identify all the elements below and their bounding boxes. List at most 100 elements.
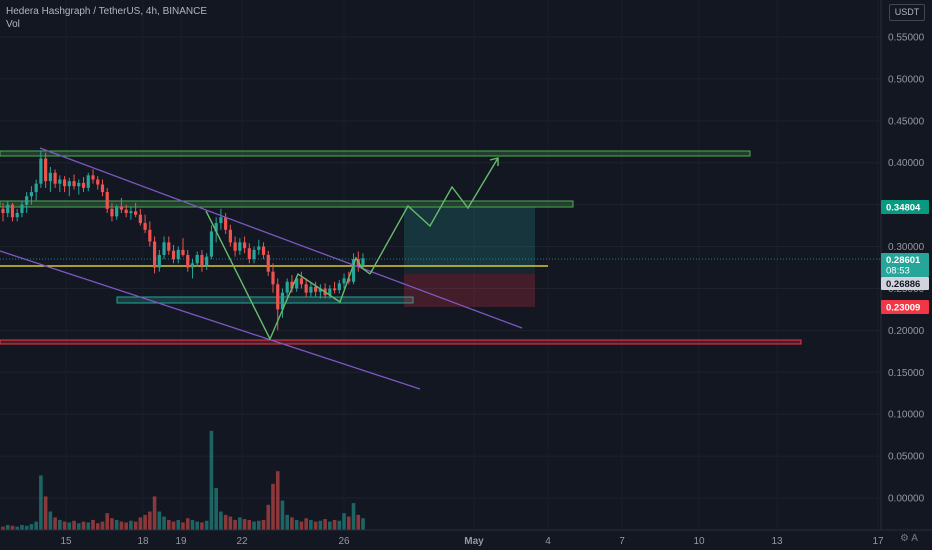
volume-bar — [309, 519, 313, 530]
volume-bar — [337, 520, 342, 530]
drawing-layer-back — [0, 150, 802, 345]
volume-bar — [328, 521, 332, 530]
candlestick — [77, 179, 81, 195]
candlestick — [252, 246, 256, 264]
projection-path[interactable] — [369, 157, 499, 275]
volume-bar — [361, 518, 365, 530]
time-tick-label: May — [464, 536, 484, 547]
volume-bar — [176, 519, 181, 530]
time-tick-label: 22 — [236, 536, 248, 547]
candlestick — [332, 281, 337, 294]
target-price-label: 0.34804 — [886, 203, 921, 214]
volume-bar — [204, 520, 209, 530]
volume-bar — [39, 475, 43, 530]
candlestick — [261, 242, 266, 260]
candlestick — [72, 174, 76, 190]
candlestick — [96, 176, 100, 190]
candlestick — [176, 246, 180, 264]
volume-bar — [72, 520, 76, 530]
time-axis[interactable]: 15 18 19 22 26 May 4 7 10 13 17 — [0, 529, 932, 547]
time-tick-label: 13 — [771, 536, 783, 547]
volume-bar — [318, 520, 323, 530]
candlestick — [171, 244, 176, 264]
position-profit-zone[interactable] — [404, 207, 535, 266]
support-zone[interactable] — [116, 296, 414, 304]
volume-bars — [1, 430, 365, 530]
major-support-line[interactable] — [0, 339, 802, 345]
time-tick-label: 17 — [872, 536, 884, 547]
candlestick — [337, 280, 341, 294]
candlestick — [1, 202, 5, 222]
last-price-label: 0.28601 — [886, 255, 921, 266]
candlestick — [157, 249, 161, 272]
candlestick — [53, 169, 57, 188]
candlestick — [195, 251, 199, 267]
candlestick — [115, 204, 119, 220]
volume-bar — [266, 504, 271, 530]
candlestick — [186, 249, 190, 272]
volume-bar — [171, 521, 176, 530]
candlestick — [124, 204, 128, 218]
position-entry-mid — [404, 266, 535, 274]
candlestick — [361, 253, 365, 269]
volume-bar — [143, 514, 147, 530]
candlestick — [314, 281, 318, 297]
volume-bar — [86, 522, 91, 530]
volume-bar — [48, 511, 53, 530]
volume-bar — [223, 514, 228, 530]
volume-bar — [34, 521, 38, 530]
candlestick — [304, 278, 308, 297]
volume-bar — [110, 518, 114, 530]
volume-bar — [138, 517, 143, 530]
candlestick — [247, 243, 251, 264]
channel-lower-trendline[interactable] — [0, 250, 421, 390]
price-tick-label: 0.45000 — [888, 116, 925, 127]
candlestick — [20, 200, 24, 218]
volume-bar — [285, 514, 290, 530]
volume-bar — [247, 519, 252, 530]
volume-bar — [148, 511, 152, 530]
price-tick-label: 0.50000 — [888, 74, 925, 85]
bar-countdown-label: 08:53 — [886, 266, 910, 277]
volume-bar — [105, 513, 110, 530]
volume-bar — [271, 483, 275, 530]
channel-upper-trendline[interactable] — [39, 147, 523, 329]
candlestick — [81, 176, 86, 193]
price-tick-label: 0.05000 — [888, 452, 925, 463]
volume-bar — [1, 526, 5, 530]
candlestick — [138, 208, 142, 226]
candlestick — [86, 172, 90, 192]
position-loss-zone[interactable] — [404, 274, 535, 307]
candlestick — [105, 187, 109, 214]
volume-bar — [228, 516, 233, 530]
volume-bar — [20, 524, 24, 530]
volume-indicator-label[interactable]: Vol — [6, 19, 20, 30]
chart-settings-control[interactable]: ⚙ A — [900, 533, 918, 544]
volume-bar — [15, 526, 20, 530]
candlestick — [328, 285, 332, 299]
volume-bar — [166, 519, 171, 530]
currency-button[interactable]: USDT — [889, 4, 925, 21]
volume-bar — [181, 522, 185, 530]
entry-price-tag: 0.26886 — [881, 277, 929, 290]
candlestick — [224, 213, 228, 234]
price-tick-label: 0.10000 — [888, 410, 925, 421]
candlestick — [167, 236, 171, 255]
candlestick — [143, 214, 147, 234]
volume-bar — [356, 514, 361, 530]
gear-icon: ⚙ — [900, 533, 909, 544]
volume-bar — [81, 521, 86, 530]
pattern-path-history[interactable] — [205, 210, 371, 341]
volume-bar — [332, 519, 337, 530]
resistance-zone-upper[interactable] — [0, 150, 751, 157]
candlestick — [129, 206, 133, 220]
volume-bar — [233, 519, 237, 530]
stop-price-label: 0.23009 — [886, 303, 920, 314]
candlestick — [67, 177, 71, 197]
candlestick — [15, 208, 19, 222]
symbol-title[interactable]: Hedera Hashgraph / TetherUS, 4h, BINANCE — [6, 6, 208, 17]
volume-bar — [5, 524, 10, 530]
last-price-tag: 0.28601 08:53 — [881, 253, 929, 277]
resistance-zone-mid[interactable] — [0, 200, 574, 208]
